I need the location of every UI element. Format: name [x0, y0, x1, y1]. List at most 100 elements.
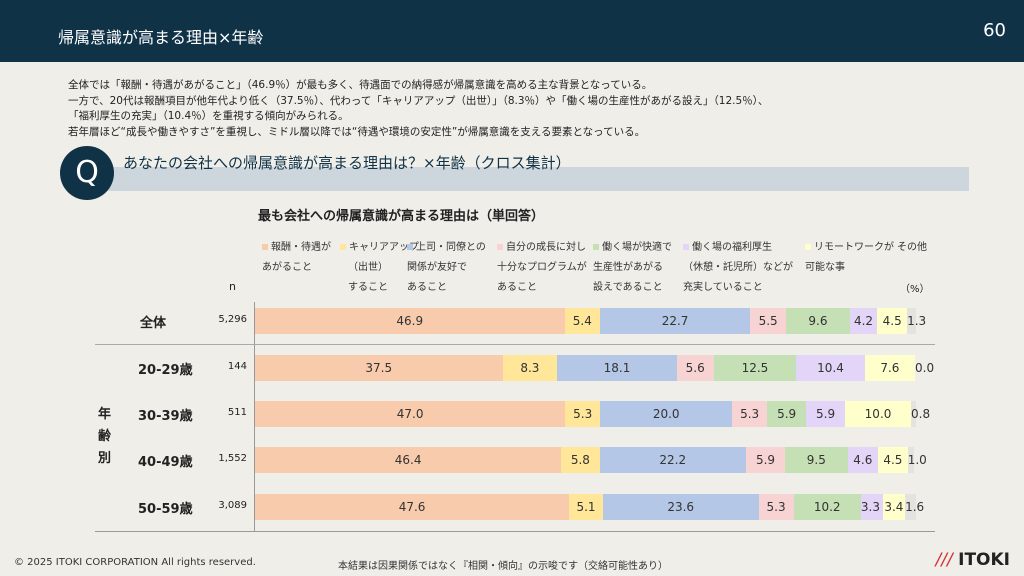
bar-segment: 7.6: [864, 355, 915, 381]
bar-segment: 47.6: [255, 494, 570, 520]
legend-item: 働く場が快適で 生産性があがる 設えであること: [593, 238, 672, 298]
bar-segment: 10.4: [796, 355, 865, 381]
n-label: n: [229, 280, 236, 293]
legend-label: 自分の成長に対し: [506, 242, 586, 253]
bar-segment: 46.9: [255, 308, 565, 334]
bar-segment: 47.0: [255, 401, 566, 427]
bar-segment: 3.3: [860, 494, 883, 520]
bar-segment: 37.5: [255, 355, 503, 381]
legend-swatch: [262, 244, 268, 250]
legend-label: あること: [407, 282, 447, 293]
bar-segment: 5.1: [569, 494, 603, 520]
n-value: 5,296: [218, 314, 247, 325]
legend-item: 上司・同僚との関係が友好で あること: [407, 238, 486, 298]
legend-label: 上司・同僚との: [416, 242, 486, 253]
question-text: あなたの会社への帰属意識が高まる理由は？×年齢（クロス集計）: [123, 154, 571, 172]
legend-label: 働く場が快適で: [602, 242, 672, 253]
bar-segment: 5.9: [806, 401, 846, 427]
bar-segment: 3.4: [882, 494, 906, 520]
row-label: 40-49歳: [138, 455, 193, 470]
n-value: 3,089: [218, 500, 247, 511]
n-value: 144: [227, 361, 247, 372]
row-label: 全体: [140, 316, 167, 331]
legend-item: 報酬・待遇が あがること: [262, 238, 331, 278]
row-label: 20-29歳: [138, 363, 193, 378]
bottom-line: [95, 531, 935, 532]
bar-segment: 18.1: [557, 355, 677, 381]
legend-item: その他: [897, 238, 927, 258]
bar-segment: 5.9: [746, 447, 785, 473]
bar-segment: 5.9: [767, 401, 807, 427]
bar-segment: 23.6: [602, 494, 759, 520]
bar-segment: 5.8: [561, 447, 600, 473]
legend-label: あがること: [262, 262, 312, 273]
question-banner: [104, 167, 969, 191]
page-number: 60: [983, 20, 1006, 41]
bar-segment: 9.6: [786, 308, 850, 334]
row-label: 30-39歳: [138, 409, 193, 424]
legend-item: キャリアアップ （出世） すること: [340, 238, 419, 298]
question-badge: Q: [60, 146, 114, 200]
age-group-label: 年齢別: [98, 407, 112, 466]
bar-segment: 5.6: [676, 355, 714, 381]
legend-label: すること: [348, 282, 388, 293]
page-title: 帰属意識が高まる理由×年齢: [58, 28, 264, 47]
bar-segment: 5.4: [564, 308, 601, 334]
summary-text: 全体では「報酬・待遇があがること」（46.9％）が最も多く、待遇面での納得感が帰…: [68, 78, 768, 140]
bar-segment: 4.6: [847, 447, 879, 473]
bar-segment: 12.5: [713, 355, 797, 381]
footer-note: 本結果は因果関係ではなく『相関・傾向』の示唆です（交絡可能性あり）: [338, 561, 668, 572]
bar-segment: 8.3: [502, 355, 558, 381]
legend-swatch: [340, 244, 346, 250]
legend-label: キャリアアップ: [349, 242, 419, 253]
legend-label: リモートワークが: [814, 242, 894, 253]
bar-segment: 5.3: [732, 401, 768, 427]
legend-label: （出世）: [348, 262, 388, 273]
bar-segment: 0.8: [911, 401, 930, 427]
bar-segment: 9.5: [784, 447, 848, 473]
legend-item: 自分の成長に対し十分なプログラムが あること: [497, 238, 587, 298]
n-value: 511: [227, 407, 247, 418]
legend-label: 充実していること: [683, 282, 763, 293]
legend-item: リモートワークが可能な事: [805, 238, 894, 278]
legend-label: 生産性があがる: [593, 262, 663, 273]
bar-segment: 22.2: [599, 447, 747, 473]
itoki-logo: /// ITOKI: [936, 550, 1010, 570]
bar-segment: 5.3: [758, 494, 794, 520]
legend-swatch: [593, 244, 599, 250]
legend-swatch: [497, 244, 503, 250]
bar-segment: 46.4: [255, 447, 562, 473]
legend-label: （休憩・託児所）などが: [683, 262, 793, 273]
bar-segment: 4.2: [849, 308, 878, 334]
summary-line: 一方で、20代は報酬項目が他年代より低く（37.5％）、代わって「キャリアアップ…: [68, 94, 769, 107]
logo-mark: ///: [935, 550, 953, 570]
legend-label: その他: [897, 242, 927, 253]
legend-label: 働く場の福利厚生: [692, 242, 772, 253]
bar-segment: 1.0: [907, 447, 927, 473]
row-label: 50-59歳: [138, 502, 193, 517]
copyright: © 2025 ITOKI CORPORATION All rights rese…: [14, 557, 256, 568]
legend-swatch: [407, 244, 413, 250]
legend-label: あること: [497, 282, 537, 293]
logo-text: ITOKI: [958, 550, 1010, 570]
bar-segment: 20.0: [600, 401, 733, 427]
summary-line: 全体では「報酬・待遇があがること」（46.9％）が最も多く、待遇面での納得感が帰…: [68, 79, 653, 91]
legend-item: 働く場の福利厚生 （休憩・託児所）などが 充実していること: [683, 238, 793, 298]
bar-segment: 22.7: [600, 308, 750, 334]
header-bar: 帰属意識が高まる理由×年齢 60: [0, 0, 1024, 62]
bar-segment: 4.5: [878, 447, 908, 473]
legend-swatch: [805, 244, 811, 250]
bar-segment: 5.5: [750, 308, 787, 334]
bar-segment: 1.6: [905, 494, 924, 520]
legend-label: 可能な事: [805, 262, 845, 273]
bar-segment: 10.0: [845, 401, 912, 427]
chart-title: 最も会社への帰属意識が高まる理由は（単回答）: [258, 209, 545, 224]
bar-segment: 10.2: [793, 494, 861, 520]
bar-segment: 4.5: [877, 308, 908, 334]
unit-label: （%）: [900, 284, 930, 295]
bar-segment: 1.3: [907, 308, 926, 334]
n-value: 1,552: [218, 453, 247, 464]
legend-label: 関係が友好で: [407, 262, 467, 273]
legend-label: 十分なプログラムが: [497, 262, 587, 273]
summary-line: 「福利厚生の充実」（10.4％）を重視する傾向がみられる。: [68, 110, 349, 122]
